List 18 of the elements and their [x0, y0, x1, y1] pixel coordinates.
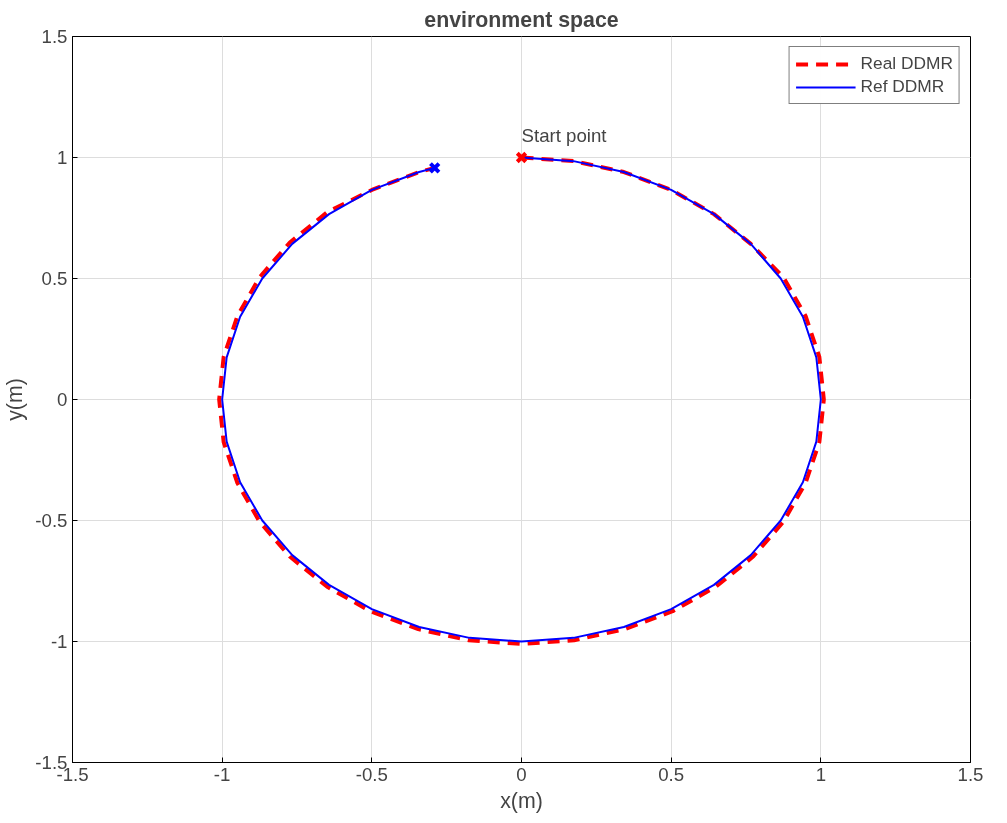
chart-title: environment space: [424, 7, 619, 32]
x-tick-label: -0.5: [355, 763, 388, 785]
y-tick-label: 1.5: [41, 26, 68, 47]
x-tick-label: 1: [815, 763, 827, 785]
annotation: Start point: [521, 124, 608, 146]
x-tick-label: 0: [516, 763, 527, 785]
x-tick-label: 0.5: [658, 763, 685, 785]
y-tick-label: -0.5: [35, 510, 68, 531]
y-tick-label: 1: [57, 147, 68, 168]
x-tick-label: 1.5: [957, 763, 984, 785]
y-tick-label: 0: [57, 389, 68, 410]
x-tick-label: -1: [213, 763, 231, 785]
legend-label: Ref DDMR: [860, 76, 945, 97]
y-tick-label: 0.5: [41, 268, 68, 289]
legend-label: Real DDMR: [860, 53, 953, 74]
y-axis-title: y(m): [3, 378, 28, 421]
y-tick-label: -1: [50, 631, 68, 652]
x-axis-title: x(m): [500, 788, 543, 813]
